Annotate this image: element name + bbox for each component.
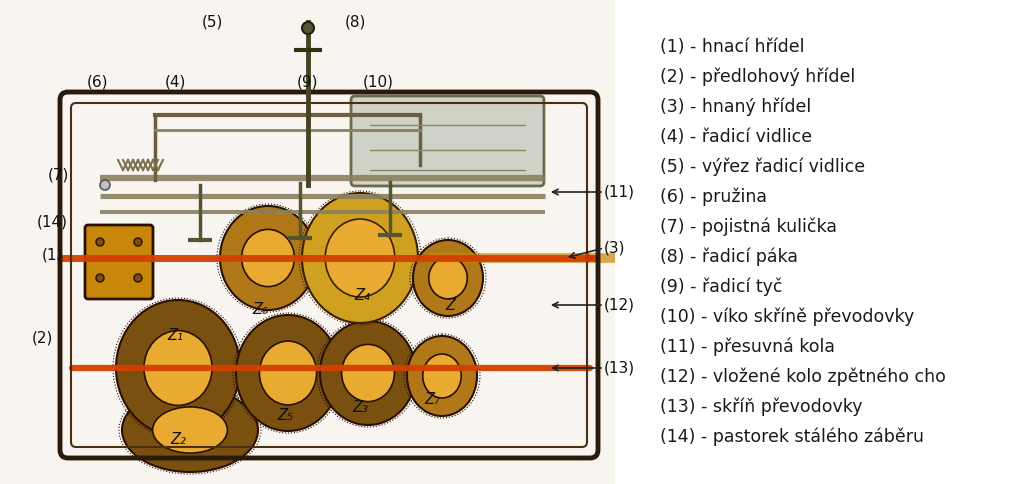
Circle shape [96, 238, 104, 246]
Text: (8): (8) [344, 15, 366, 30]
Text: Z₄: Z₄ [354, 287, 370, 302]
Ellipse shape [116, 300, 240, 436]
Text: Z: Z [445, 299, 455, 314]
Ellipse shape [144, 331, 212, 406]
Text: (10): (10) [362, 75, 393, 90]
Text: (4) - řadicí vidlice: (4) - řadicí vidlice [660, 128, 812, 146]
Text: (4): (4) [164, 75, 185, 90]
Ellipse shape [302, 193, 418, 323]
Text: (5): (5) [202, 15, 222, 30]
Circle shape [96, 274, 104, 282]
Ellipse shape [319, 321, 416, 425]
Text: (11) - přesuvná kola: (11) - přesuvná kola [660, 338, 835, 357]
Text: (13) - skříň převodovky: (13) - skříň převodovky [660, 398, 862, 417]
Ellipse shape [342, 345, 394, 402]
Text: (10) - víko skříně převodovky: (10) - víko skříně převodovky [660, 308, 914, 327]
Text: (2): (2) [32, 331, 52, 346]
FancyBboxPatch shape [351, 96, 544, 186]
Circle shape [100, 180, 110, 190]
Text: (14): (14) [37, 214, 68, 229]
Ellipse shape [236, 315, 340, 431]
Text: (7): (7) [47, 167, 69, 182]
Ellipse shape [413, 240, 483, 316]
Ellipse shape [407, 336, 477, 416]
Ellipse shape [242, 229, 295, 287]
Ellipse shape [259, 341, 316, 405]
Text: (12) - vložené kolo zpětného cho: (12) - vložené kolo zpětného cho [660, 368, 946, 387]
Text: (3) - hnaný hřídel: (3) - hnaný hřídel [660, 98, 811, 117]
Text: (6) - pružina: (6) - pružina [660, 188, 767, 207]
Text: (1) - hnací hřídel: (1) - hnací hřídel [660, 38, 805, 56]
Text: (5) - výřez řadicí vidlice: (5) - výřez řadicí vidlice [660, 158, 865, 177]
Ellipse shape [122, 388, 258, 472]
Ellipse shape [423, 354, 461, 398]
Ellipse shape [153, 407, 227, 453]
Text: (12): (12) [604, 298, 635, 313]
Text: (13): (13) [604, 361, 635, 376]
Text: (3): (3) [604, 241, 626, 256]
Circle shape [134, 238, 142, 246]
Text: Z₆: Z₆ [252, 302, 268, 318]
Text: Z₁: Z₁ [167, 328, 183, 343]
Text: Z₂: Z₂ [170, 433, 186, 448]
Text: (7) - pojistná kulička: (7) - pojistná kulička [660, 218, 837, 237]
Text: (9) - řadicí tyč: (9) - řadicí tyč [660, 278, 782, 297]
Circle shape [134, 274, 142, 282]
FancyBboxPatch shape [85, 225, 153, 299]
Ellipse shape [326, 219, 395, 297]
Text: Z₇: Z₇ [424, 393, 440, 408]
Text: (1): (1) [41, 247, 62, 262]
Text: (9): (9) [297, 75, 318, 90]
Text: Z₅: Z₅ [278, 408, 293, 423]
Circle shape [302, 22, 314, 34]
Bar [615, 0, 1024, 484]
Text: (6): (6) [87, 75, 109, 90]
Text: (2) - předlohový hřídel: (2) - předlohový hřídel [660, 68, 855, 87]
Text: (14) - pastorek stálého záběru: (14) - pastorek stálého záběru [660, 428, 924, 447]
Text: (11): (11) [604, 184, 635, 199]
Bar [0, 0, 615, 484]
Text: Z₃: Z₃ [352, 400, 368, 415]
Ellipse shape [220, 206, 316, 310]
Ellipse shape [429, 257, 467, 299]
Text: (8) - řadicí páka: (8) - řadicí páka [660, 248, 798, 267]
